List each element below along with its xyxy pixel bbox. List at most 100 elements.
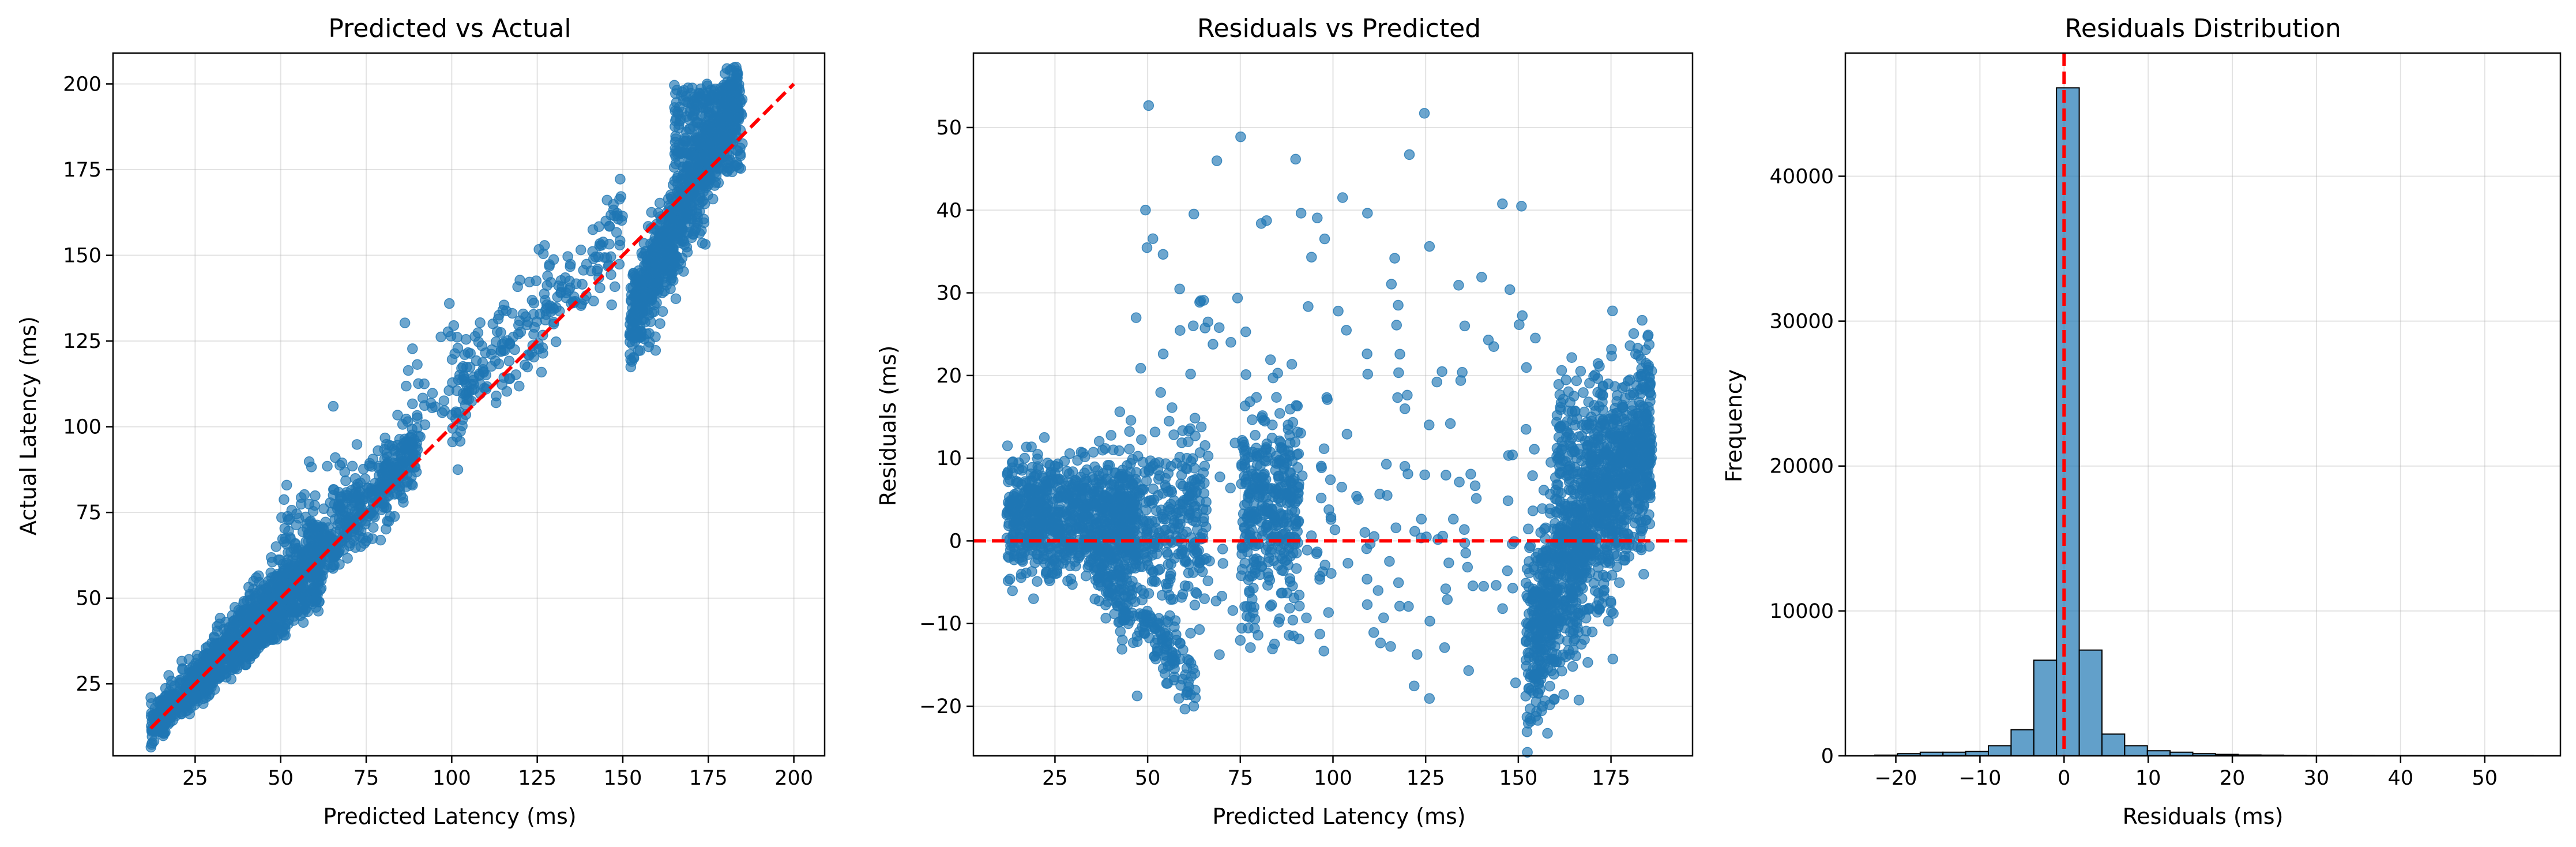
data-point [1084,514,1096,524]
data-point [588,295,599,307]
data-point [727,81,739,92]
data-point [1247,607,1259,619]
data-point [550,336,562,347]
data-point [1028,593,1039,604]
data-point [359,491,370,503]
data-point [1393,367,1404,378]
data-point [1184,508,1195,519]
data-point [687,110,698,121]
data-point [1017,551,1028,563]
data-point [1251,451,1262,462]
data-point [1164,415,1175,427]
data-point [1375,638,1386,649]
data-point [1341,429,1353,440]
data-point [1445,418,1456,429]
data-point [693,92,704,103]
data-point [1115,500,1126,511]
data-point [667,179,679,190]
data-point [291,508,302,519]
data-point [355,477,366,489]
data-point [545,277,556,288]
data-point [1202,575,1213,586]
data-point [544,261,555,272]
data-point [280,533,291,544]
data-point [1255,460,1266,471]
data-point [1502,565,1513,576]
data-point [1280,478,1292,489]
data-point [703,124,714,135]
data-point [176,674,187,685]
data-point [670,133,682,144]
data-point [1491,580,1502,591]
data-point [1169,523,1180,535]
data-point [313,576,325,587]
data-point [1271,392,1282,403]
data-point [368,509,379,521]
data-point [670,151,681,162]
data-point [1187,541,1199,552]
data-point [404,432,415,444]
data-point [1416,514,1427,524]
data-point [1381,459,1392,470]
data-point [419,419,431,430]
data-point [1150,523,1161,534]
data-point [1176,548,1187,560]
data-point [163,670,174,681]
data-point [1409,680,1420,692]
data-point [1507,583,1518,594]
data-point [151,708,162,719]
data-point [415,431,426,443]
data-point [1137,484,1148,494]
data-point [1419,469,1430,481]
data-point [551,302,562,313]
data-point [1235,635,1246,646]
data-point [1040,493,1051,504]
data-point [1288,630,1299,642]
data-point [1471,493,1482,504]
data-point [1261,492,1272,503]
data-point [699,198,710,209]
data-point [394,480,405,492]
data-point [1002,466,1014,477]
data-point [1181,452,1193,464]
data-point [379,454,390,464]
data-point [445,331,457,342]
data-point [330,526,342,538]
data-point [451,431,462,443]
data-point [1149,426,1161,437]
data-point [601,252,612,264]
data-point [1093,436,1105,447]
data-point [397,419,408,430]
data-point [1159,668,1171,679]
data-point [145,741,157,753]
data-point [307,506,319,517]
data-point [1202,451,1214,462]
data-point [625,349,635,360]
data-point [1032,449,1043,460]
data-point [1072,484,1083,495]
data-point [1287,614,1299,626]
scatter-points [145,62,748,753]
data-point [682,82,694,93]
data-point [1265,601,1276,612]
data-point [1250,469,1262,481]
data-point [279,494,289,505]
data-point [480,384,492,395]
data-point [1114,406,1126,417]
data-point [401,380,412,392]
data-point [604,238,615,250]
data-point [1047,474,1058,485]
data-point [1256,516,1267,528]
data-point [1198,516,1209,527]
data-point [637,302,648,313]
data-point [295,499,307,510]
data-point [615,174,626,185]
data-point [427,388,438,399]
data-point [1394,601,1405,612]
data-point [514,380,525,392]
data-point [1179,703,1190,715]
data-point [340,475,351,486]
data-point [1245,642,1256,653]
data-point [592,264,603,275]
x-tick-label: 100 [1314,767,1352,790]
